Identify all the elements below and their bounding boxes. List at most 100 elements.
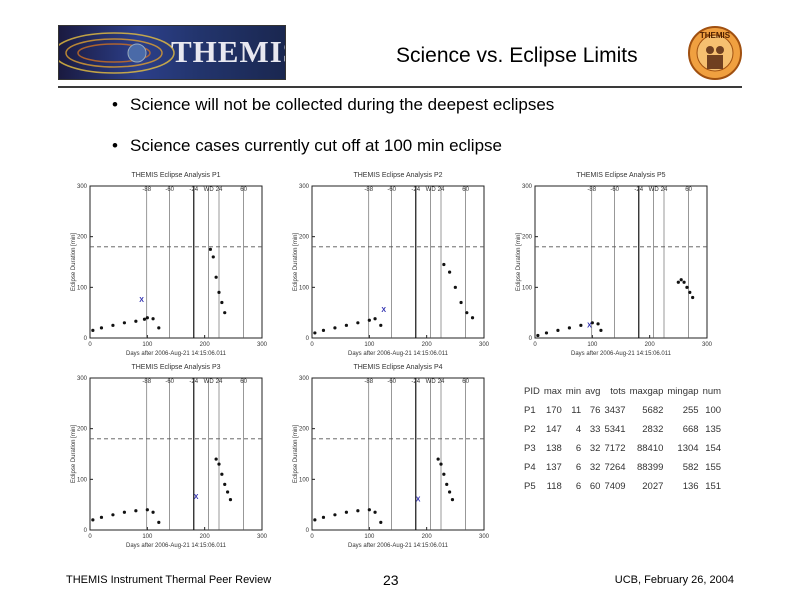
stats-cell: 76 xyxy=(589,405,601,416)
y-tick-label: 300 xyxy=(77,376,88,382)
stats-cell: 88399 xyxy=(636,462,664,473)
event-label: 60 xyxy=(462,187,469,193)
data-point xyxy=(344,510,348,514)
event-label: WD xyxy=(204,187,215,193)
bullet-text: Science will not be collected during the… xyxy=(130,95,555,114)
x-axis-label: Days after 2006-Aug-21 14:15:06.011 xyxy=(126,543,227,549)
data-point xyxy=(590,321,594,325)
stats-cell: 135 xyxy=(705,424,722,435)
bullet-dot-icon: • xyxy=(112,95,118,114)
bullet-text: Science cases currently cut off at 100 m… xyxy=(130,136,502,155)
event-label: -60 xyxy=(610,187,619,193)
data-point xyxy=(214,275,218,279)
data-point xyxy=(99,515,104,519)
data-point xyxy=(220,472,224,476)
data-point xyxy=(579,323,583,327)
data-point xyxy=(111,323,115,327)
data-point xyxy=(321,515,326,519)
data-point xyxy=(208,247,212,251)
data-point xyxy=(333,513,337,517)
data-point xyxy=(448,490,452,494)
eclipse-marker: X xyxy=(194,494,199,501)
slide-title: Science vs. Eclipse Limits xyxy=(396,44,638,67)
data-point xyxy=(145,316,149,320)
data-point xyxy=(313,518,317,522)
data-point xyxy=(91,328,95,332)
event-label: -24 xyxy=(634,187,643,193)
data-point xyxy=(91,518,95,522)
emblem-text: THEMIS xyxy=(700,31,731,40)
data-point xyxy=(145,508,149,512)
page-number: 23 xyxy=(383,572,399,588)
bullet-dot-icon: • xyxy=(112,136,118,155)
y-tick-label: 200 xyxy=(77,235,88,241)
plot-frame xyxy=(89,377,263,531)
eclipse-marker: X xyxy=(587,322,592,329)
plot-svg: THEMIS Eclipse Analysis P4 -88 -60 -24 WD 24 6… xyxy=(293,364,490,549)
eclipse-marker: X xyxy=(139,297,144,304)
stats-cell: 6 xyxy=(575,462,582,473)
data-point xyxy=(450,498,455,502)
x-tick-label: 0 xyxy=(310,534,314,540)
data-point xyxy=(122,510,126,514)
y-axis-label: Eclipse Duration [min] xyxy=(516,232,522,291)
data-point xyxy=(682,280,686,284)
stats-header-cell: tots xyxy=(610,386,626,397)
stats-cell: 7172 xyxy=(604,443,626,454)
y-tick-label: 0 xyxy=(306,336,310,342)
stats-cell: 6 xyxy=(575,481,582,492)
data-point xyxy=(157,520,161,524)
x-tick-label: 300 xyxy=(702,342,713,348)
stats-row: P1 170 11 76 3437 5682 255 100 xyxy=(522,401,723,420)
stats-cell: 1304 xyxy=(677,443,699,454)
data-point xyxy=(536,333,540,338)
eclipse-plot-p5: THEMIS Eclipse Analysis P5 -88 -60 -24 WD 24 6… xyxy=(505,170,715,365)
y-tick-label: 0 xyxy=(84,336,88,342)
event-label: 60 xyxy=(685,187,692,193)
data-point xyxy=(122,321,126,325)
event-label: -88 xyxy=(364,187,373,193)
eclipse-plot-p2: THEMIS Eclipse Analysis P2 -88 -60 -24 WD 24 6… xyxy=(282,170,492,365)
event-label: -60 xyxy=(165,187,174,193)
data-point xyxy=(214,457,218,461)
stats-header-cell: avg xyxy=(585,386,601,397)
data-point xyxy=(691,295,695,300)
event-label: -60 xyxy=(165,379,174,385)
event-label: 24 xyxy=(216,187,223,193)
event-label: -24 xyxy=(189,379,198,385)
event-label: 24 xyxy=(438,379,445,385)
stats-cell: 4 xyxy=(575,424,582,435)
stats-cell: 88410 xyxy=(636,443,664,454)
y-tick-label: 200 xyxy=(299,235,310,241)
y-tick-label: 100 xyxy=(77,285,88,291)
y-axis-label: Eclipse Duration [min] xyxy=(71,424,77,483)
event-label: WD xyxy=(426,379,437,385)
themis-logo: THEMIS xyxy=(58,25,286,80)
stats-cell: P2 xyxy=(524,424,536,435)
data-point xyxy=(344,323,348,327)
event-label: 24 xyxy=(216,379,223,385)
data-point xyxy=(596,322,600,326)
stats-header-row: PID max min avg tots maxgap mingap num xyxy=(522,382,723,401)
stats-row: P2 147 4 33 5341 2832 668 135 xyxy=(522,420,723,439)
event-label: -24 xyxy=(411,187,420,193)
y-tick-label: 100 xyxy=(77,477,88,483)
x-tick-label: 0 xyxy=(88,534,92,540)
stats-row: P3 138 6 32 7172 88410 1304 154 xyxy=(522,439,723,458)
x-tick-label: 100 xyxy=(587,342,598,348)
y-tick-label: 300 xyxy=(299,376,310,382)
x-tick-label: 0 xyxy=(88,342,92,348)
data-point xyxy=(436,457,440,461)
data-point xyxy=(99,326,104,330)
eclipse-plot-p3: THEMIS Eclipse Analysis P3 -88 -60 -24 WD 24 6… xyxy=(60,362,270,557)
event-label: -88 xyxy=(142,187,151,193)
themis-emblem: THEMIS xyxy=(688,24,742,82)
data-point xyxy=(373,510,377,514)
eclipse-marker: X xyxy=(416,497,421,504)
stats-header-cell: min xyxy=(565,386,582,397)
stats-cell: 137 xyxy=(545,462,562,473)
data-point xyxy=(321,328,326,332)
event-label: -24 xyxy=(411,379,420,385)
stats-cell: 32 xyxy=(589,443,601,454)
stats-cell: 118 xyxy=(546,481,562,492)
